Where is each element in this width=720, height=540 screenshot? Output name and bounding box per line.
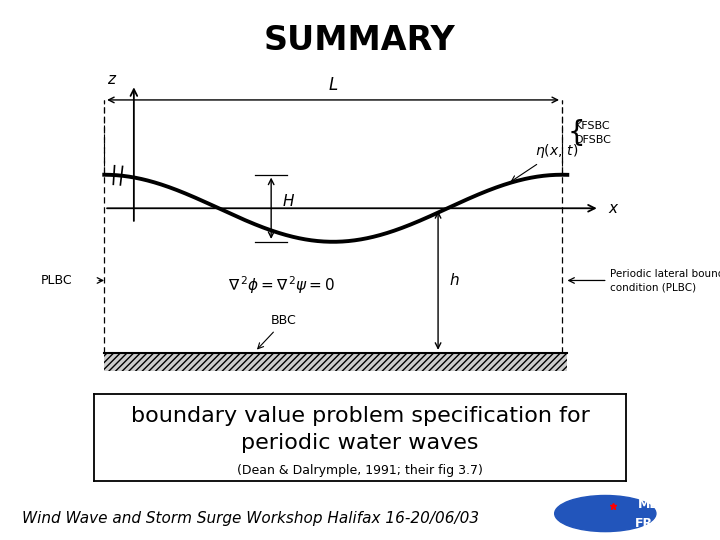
Text: $x$: $x$ — [608, 201, 619, 216]
Text: KFSBC
DFSBC: KFSBC DFSBC — [575, 122, 612, 145]
Text: BBC: BBC — [258, 314, 297, 349]
Text: $L$: $L$ — [328, 76, 338, 93]
Text: (Dean & Dalrymple, 1991; their fig 3.7): (Dean & Dalrymple, 1991; their fig 3.7) — [237, 464, 483, 477]
Text: METEO: METEO — [638, 497, 687, 510]
Text: boundary value problem specification for: boundary value problem specification for — [130, 406, 590, 426]
Text: $\eta(x,\, t)$: $\eta(x,\, t)$ — [511, 142, 578, 181]
Circle shape — [554, 496, 656, 531]
Text: $h$: $h$ — [449, 273, 459, 288]
Text: $\nabla^{\,2}\phi = \nabla^{\,2}\psi = 0$: $\nabla^{\,2}\phi = \nabla^{\,2}\psi = 0… — [228, 275, 336, 296]
Text: PLBC: PLBC — [40, 274, 72, 287]
Text: $H$: $H$ — [282, 193, 295, 208]
Text: FRANCE: FRANCE — [635, 517, 690, 530]
Text: Wind Wave and Storm Surge Workshop Halifax 16-20/06/03: Wind Wave and Storm Surge Workshop Halif… — [22, 511, 479, 526]
Bar — [104, 353, 567, 371]
Text: SUMMARY: SUMMARY — [264, 24, 456, 57]
Text: {: { — [567, 119, 585, 147]
Text: periodic water waves: periodic water waves — [241, 433, 479, 453]
Text: $z$: $z$ — [107, 72, 117, 87]
Text: Periodic lateral boundary
condition (PLBC): Periodic lateral boundary condition (PLB… — [611, 269, 720, 292]
